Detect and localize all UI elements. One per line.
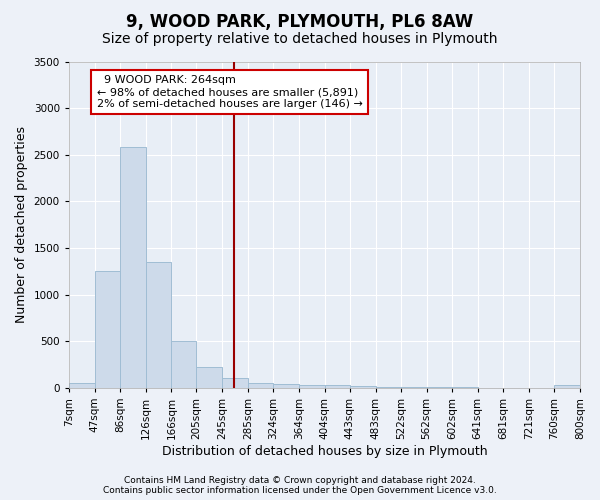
Bar: [350, 386, 376, 388]
Bar: [146, 262, 172, 388]
Text: Contains public sector information licensed under the Open Government Licence v3: Contains public sector information licen…: [103, 486, 497, 495]
Bar: [299, 384, 325, 388]
Bar: [172, 341, 196, 388]
Bar: [248, 382, 273, 388]
Bar: [95, 272, 120, 388]
Text: 9 WOOD PARK: 264sqm
← 98% of detached houses are smaller (5,891)
2% of semi-deta: 9 WOOD PARK: 264sqm ← 98% of detached ho…: [97, 76, 362, 108]
Bar: [554, 386, 580, 388]
Bar: [325, 386, 350, 388]
Bar: [222, 378, 248, 388]
Bar: [401, 387, 427, 388]
Text: Contains HM Land Registry data © Crown copyright and database right 2024.: Contains HM Land Registry data © Crown c…: [124, 476, 476, 485]
Bar: [196, 368, 222, 388]
Bar: [273, 384, 299, 388]
Y-axis label: Number of detached properties: Number of detached properties: [15, 126, 28, 323]
X-axis label: Distribution of detached houses by size in Plymouth: Distribution of detached houses by size …: [161, 444, 487, 458]
Bar: [69, 383, 95, 388]
Text: Size of property relative to detached houses in Plymouth: Size of property relative to detached ho…: [102, 32, 498, 46]
Bar: [376, 387, 401, 388]
Bar: [120, 148, 146, 388]
Text: 9, WOOD PARK, PLYMOUTH, PL6 8AW: 9, WOOD PARK, PLYMOUTH, PL6 8AW: [127, 12, 473, 30]
